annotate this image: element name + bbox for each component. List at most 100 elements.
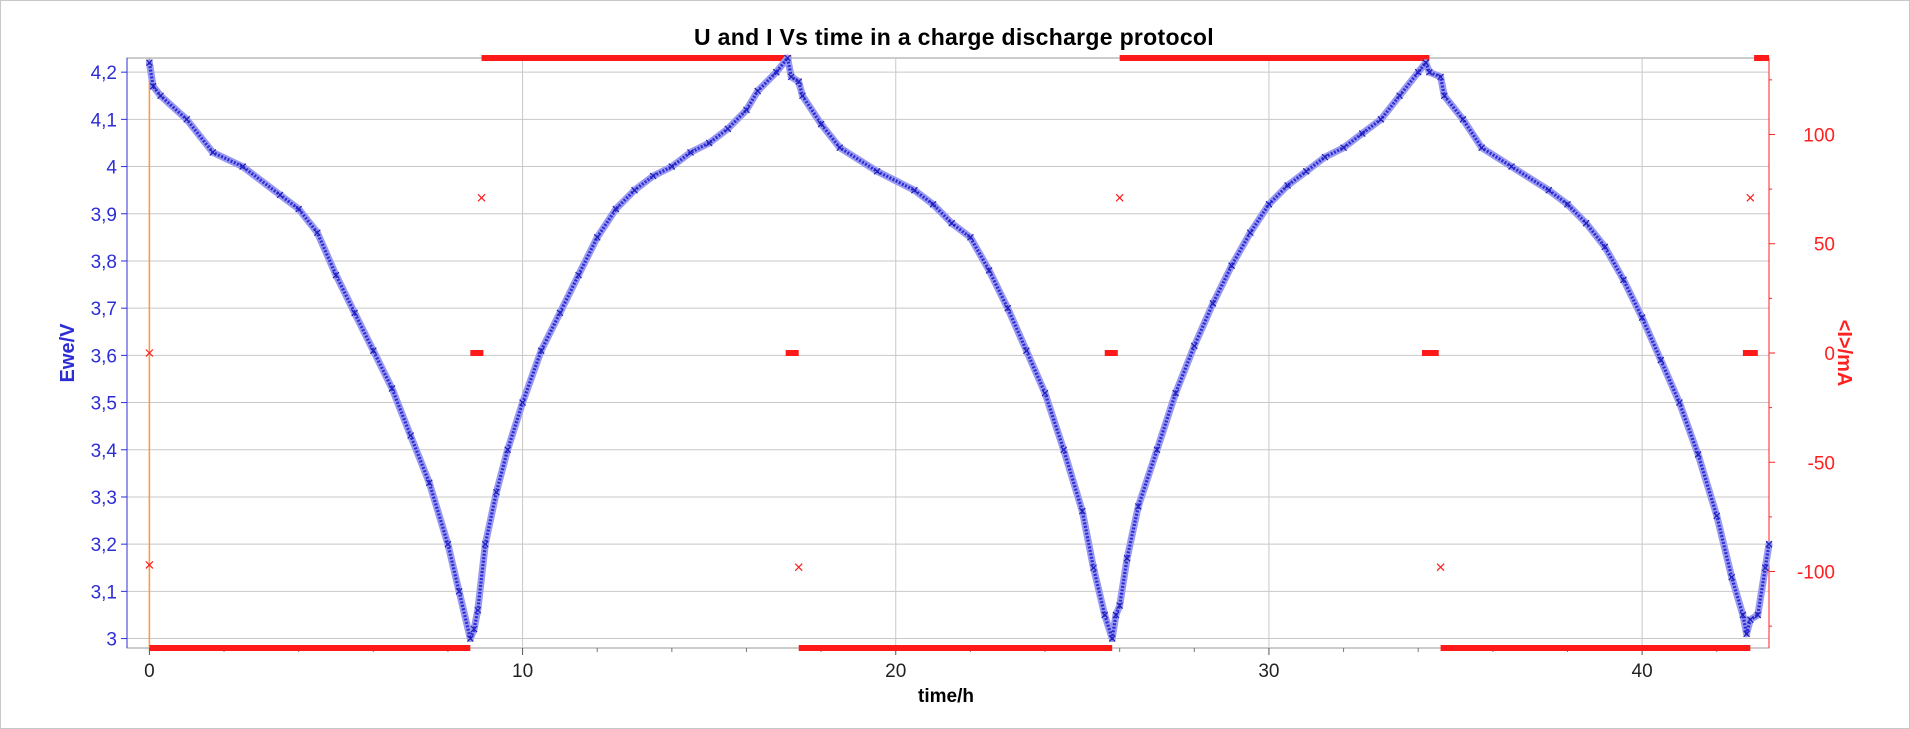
- voltage-point: [1728, 573, 1736, 581]
- y-right-tick-label: 0: [1824, 344, 1835, 365]
- chart-title: U and I Vs time in a charge discharge pr…: [694, 24, 1214, 50]
- voltage-trace: [147, 56, 1771, 641]
- voltage-point: [705, 139, 713, 147]
- y-left-tick-label: 3,2: [91, 535, 117, 556]
- voltage-point: [519, 399, 526, 406]
- voltage-point: [556, 309, 564, 317]
- voltage-point: [1765, 540, 1773, 548]
- voltage-point: [1228, 262, 1236, 270]
- voltage-point: [209, 148, 217, 156]
- y-left-tick-label: 3,5: [91, 394, 117, 415]
- voltage-point: [1754, 611, 1762, 619]
- voltage-point: [425, 479, 433, 487]
- y-left-tick-label: 3,9: [91, 205, 117, 226]
- voltage-point: [470, 625, 478, 633]
- x-tick-label: 10: [512, 661, 533, 682]
- voltage-point: [1123, 554, 1131, 562]
- y-right-tick-label: -50: [1808, 453, 1835, 474]
- voltage-point: [157, 92, 165, 100]
- voltage-point: [1246, 229, 1254, 237]
- tick-labels: 0 10 20 30 40 3 3,1 3,2 3,3 3,4 3,5 3,6 3,7 3,8 3,9 4 4,…: [91, 63, 1835, 682]
- voltage-point: [1078, 507, 1086, 515]
- voltage-point: [1414, 68, 1422, 76]
- voltage-point: [787, 73, 795, 81]
- y-left-tick-label: 3,7: [91, 299, 117, 320]
- voltage-point: [1601, 243, 1609, 251]
- y-axis-left-label: Ewe/V: [57, 323, 79, 383]
- voltage-point: [1657, 356, 1665, 364]
- voltage-point: [1746, 616, 1754, 624]
- voltage-point: [1284, 182, 1292, 189]
- axis-ticks: [121, 58, 1775, 655]
- voltage-point: [612, 205, 620, 213]
- voltage-point: [455, 587, 463, 595]
- voltage-point: [332, 271, 340, 279]
- y-left-tick-label: 4,1: [91, 110, 117, 131]
- voltage-point: [1340, 144, 1347, 152]
- voltage-point: [1302, 167, 1310, 175]
- voltage-point: [1508, 163, 1515, 170]
- voltage-point: [1108, 635, 1116, 642]
- voltage-point: [1396, 92, 1403, 100]
- voltage-point: [743, 106, 750, 114]
- voltage-point: [836, 144, 844, 152]
- current-point: [145, 349, 154, 357]
- voltage-point: [1112, 611, 1120, 619]
- voltage-point: [1440, 92, 1448, 100]
- voltage-point: [537, 347, 545, 355]
- voltage-point: [1101, 611, 1109, 619]
- voltage-point: [910, 186, 918, 194]
- current-series: [145, 55, 1769, 651]
- x-axis-label: time/h: [918, 686, 974, 707]
- current-point: [794, 563, 803, 572]
- voltage-point: [575, 271, 582, 279]
- voltage-point: [493, 488, 500, 496]
- voltage-point: [1459, 115, 1467, 123]
- y-right-tick-label: 100: [1803, 125, 1835, 146]
- voltage-point: [1478, 144, 1486, 152]
- y-right-tick-label: 50: [1814, 235, 1835, 256]
- voltage-point: [444, 540, 452, 548]
- voltage-point: [817, 120, 825, 128]
- y-left-tick-label: 4,2: [91, 63, 117, 84]
- voltage-point: [1090, 564, 1097, 572]
- voltage-point: [1358, 130, 1366, 137]
- voltage-point: [504, 446, 512, 454]
- x-tick-label: 40: [1632, 661, 1653, 682]
- voltage-point: [873, 167, 881, 175]
- voltage-point: [1190, 342, 1198, 350]
- voltage-point: [1545, 186, 1553, 194]
- voltage-point: [1761, 564, 1769, 572]
- voltage-point: [966, 233, 974, 241]
- current-point: [1746, 193, 1755, 202]
- voltage-point: [1172, 389, 1180, 397]
- voltage-point: [388, 384, 396, 392]
- voltage-point: [1265, 200, 1273, 208]
- voltage-point: [795, 78, 803, 86]
- voltage-point: [784, 54, 791, 62]
- voltage-point: [474, 606, 482, 614]
- voltage-point: [1564, 200, 1571, 208]
- y-left-tick-label: 3,4: [91, 441, 118, 462]
- voltage-point: [351, 309, 359, 317]
- voltage-point: [295, 205, 303, 213]
- voltage-point: [948, 219, 956, 227]
- voltage-point: [1437, 73, 1445, 81]
- voltage-point: [1134, 502, 1142, 510]
- x-tick-label: 20: [885, 661, 906, 682]
- voltage-point: [1638, 314, 1646, 322]
- current-point: [1115, 193, 1124, 202]
- y-left-tick-label: 3: [106, 630, 117, 651]
- voltage-point: [1743, 630, 1751, 638]
- current-point: [477, 193, 486, 202]
- voltage-point: [593, 233, 601, 241]
- y-left-tick-label: 3,8: [91, 252, 117, 273]
- x-tick-label: 0: [144, 661, 155, 682]
- voltage-point: [687, 148, 694, 156]
- voltage-point: [1582, 219, 1590, 227]
- voltage-point: [668, 163, 676, 170]
- voltage-point: [1321, 153, 1329, 161]
- voltage-point: [724, 125, 732, 133]
- y-left-tick-label: 3,6: [91, 346, 117, 367]
